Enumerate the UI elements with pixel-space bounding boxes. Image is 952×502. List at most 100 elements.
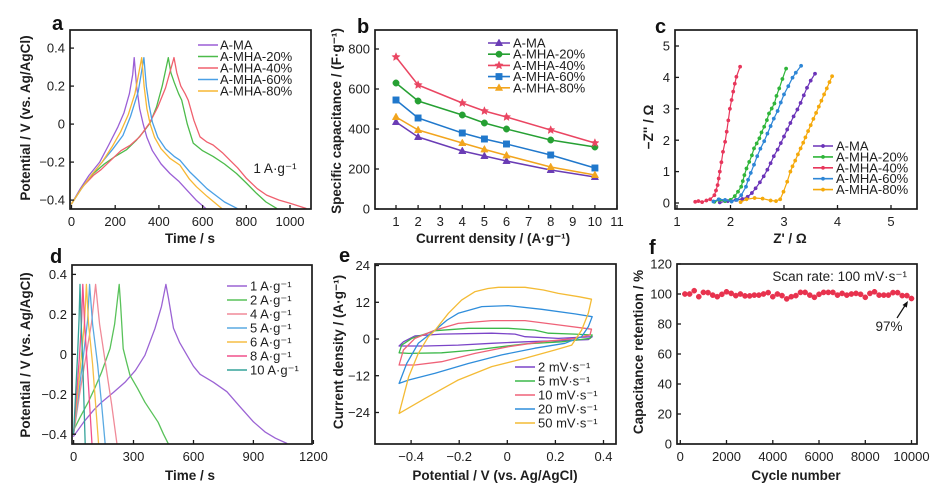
data-point bbox=[714, 188, 718, 193]
current-density-annotation: 1 A·g⁻¹ bbox=[253, 161, 297, 176]
legend-label: A-MHA-80% bbox=[220, 84, 293, 99]
data-point bbox=[501, 112, 512, 122]
legend-label: 50 mV·s⁻¹ bbox=[538, 416, 598, 431]
data-point bbox=[392, 79, 400, 87]
data-point bbox=[795, 107, 800, 112]
legend-label: A-MHA-60% bbox=[220, 72, 293, 87]
data-point bbox=[739, 184, 744, 189]
x-axis-title: Cycle number bbox=[751, 468, 841, 483]
data-point bbox=[821, 144, 825, 148]
series-a-mha-80 bbox=[738, 74, 835, 205]
y-tick-label: −24 bbox=[348, 405, 370, 420]
data-point bbox=[793, 70, 798, 75]
data-point bbox=[786, 84, 791, 89]
panel-label: e bbox=[339, 245, 350, 267]
data-point bbox=[738, 200, 743, 205]
x-tick-label: 4 bbox=[834, 214, 841, 229]
x-tick-label: 7 bbox=[525, 214, 532, 229]
data-point bbox=[734, 197, 739, 202]
legend-label: A-MA bbox=[513, 36, 546, 51]
series-line bbox=[72, 283, 100, 444]
data-point bbox=[723, 288, 730, 295]
data-point bbox=[899, 292, 906, 299]
data-point bbox=[691, 287, 698, 294]
data-point bbox=[746, 177, 751, 182]
data-point bbox=[821, 154, 825, 159]
series-a-mha-60 bbox=[711, 63, 804, 204]
legend-entry: A-MHA-60% bbox=[813, 171, 909, 186]
legend-entry: 5 A·g⁻¹ bbox=[227, 321, 292, 336]
x-tick-label: 11 bbox=[610, 214, 624, 229]
legend-entry: A-MHA-80% bbox=[813, 182, 909, 197]
legend-label: 6 A·g⁻¹ bbox=[250, 335, 292, 350]
data-point bbox=[761, 174, 766, 179]
y-tick-label: 0 bbox=[363, 332, 370, 347]
data-point bbox=[715, 183, 720, 188]
data-point bbox=[747, 159, 752, 164]
data-point bbox=[843, 292, 850, 298]
data-point bbox=[682, 291, 688, 297]
series-a-mha-40 bbox=[70, 56, 307, 209]
data-point bbox=[774, 199, 778, 204]
x-tick-label: 10000 bbox=[893, 449, 929, 464]
x-tick-label: 5 bbox=[481, 214, 488, 229]
data-point bbox=[752, 146, 756, 151]
series-line bbox=[70, 56, 307, 209]
panel-a: a Time / s Potential / V (vs. Ag/AgCl) 1… bbox=[18, 13, 297, 246]
legend-entry: 50 mV·s⁻¹ bbox=[515, 416, 598, 431]
y-tick-label: 12 bbox=[356, 295, 370, 310]
data-point bbox=[827, 80, 832, 85]
data-point bbox=[391, 117, 401, 125]
data-point bbox=[749, 153, 754, 158]
legend-label: A-MHA-40% bbox=[220, 61, 293, 76]
data-point bbox=[723, 139, 728, 144]
x-tick-label: −0.2 bbox=[446, 449, 472, 464]
data-point bbox=[759, 130, 764, 135]
panel-a-plot-area: 0 200 400 600 800 1000−0.4−0.200.20.4 A-MAA-MH… bbox=[39, 29, 312, 229]
y-tick-label: 0 bbox=[665, 437, 672, 452]
legend-entry: A-MHA-80% bbox=[488, 80, 586, 95]
legend-label: 5 A·g⁻¹ bbox=[250, 321, 292, 336]
data-point bbox=[779, 292, 785, 299]
data-point bbox=[822, 92, 827, 97]
data-point bbox=[839, 290, 845, 297]
y-tick-label: 80 bbox=[658, 317, 672, 332]
data-point bbox=[811, 116, 816, 121]
y-tick-label: 0 bbox=[663, 196, 670, 211]
legend-entry: A-MHA-80% bbox=[198, 84, 293, 99]
legend-label: A-MHA-40% bbox=[513, 58, 586, 73]
x-axis-title: Potential / V (vs. Ag/AgCl) bbox=[412, 468, 577, 483]
data-point bbox=[808, 78, 813, 83]
plot-frame bbox=[69, 29, 312, 210]
y-tick-label: 0 bbox=[363, 202, 370, 217]
data-point bbox=[775, 109, 780, 113]
data-point bbox=[547, 151, 555, 159]
data-point bbox=[711, 199, 716, 204]
legend: 2 mV·s⁻¹5 mV·s⁻¹10 mV·s⁻¹20 mV·s⁻¹50 mV·… bbox=[515, 360, 598, 431]
data-point bbox=[734, 74, 739, 79]
legend-entry: A-MHA-60% bbox=[198, 72, 293, 87]
legend-label: 4 A·g⁻¹ bbox=[250, 307, 292, 322]
series-10-mv-s bbox=[398, 319, 593, 366]
data-point bbox=[885, 292, 892, 298]
x-tick-label: 0 bbox=[68, 214, 75, 229]
data-point bbox=[736, 189, 740, 194]
data-point bbox=[769, 106, 774, 111]
data-point bbox=[811, 294, 818, 301]
legend-label: 1 A·g⁻¹ bbox=[250, 279, 292, 294]
data-point bbox=[757, 136, 762, 141]
legend-entry: A-MHA-20% bbox=[813, 149, 909, 164]
data-point bbox=[727, 106, 732, 111]
x-tick-label: 8000 bbox=[851, 449, 880, 464]
data-point bbox=[754, 141, 759, 146]
legend: 1 A·g⁻¹2 A·g⁻¹4 A·g⁻¹5 A·g⁻¹6 A·g⁻¹8 A·g… bbox=[227, 279, 299, 378]
series-a-mha-20 bbox=[392, 79, 599, 151]
data-point bbox=[700, 200, 705, 205]
data-point bbox=[791, 114, 796, 119]
legend-entry: 8 A·g⁻¹ bbox=[227, 349, 292, 364]
series-a-mha-80 bbox=[391, 112, 600, 178]
data-point bbox=[774, 93, 779, 98]
panel-f-plot-area: 0 2000 4000 6000 8000 10000 0 20 40 60 80 100 120 bbox=[650, 257, 929, 464]
data-point bbox=[693, 199, 698, 204]
data-point bbox=[719, 160, 724, 165]
